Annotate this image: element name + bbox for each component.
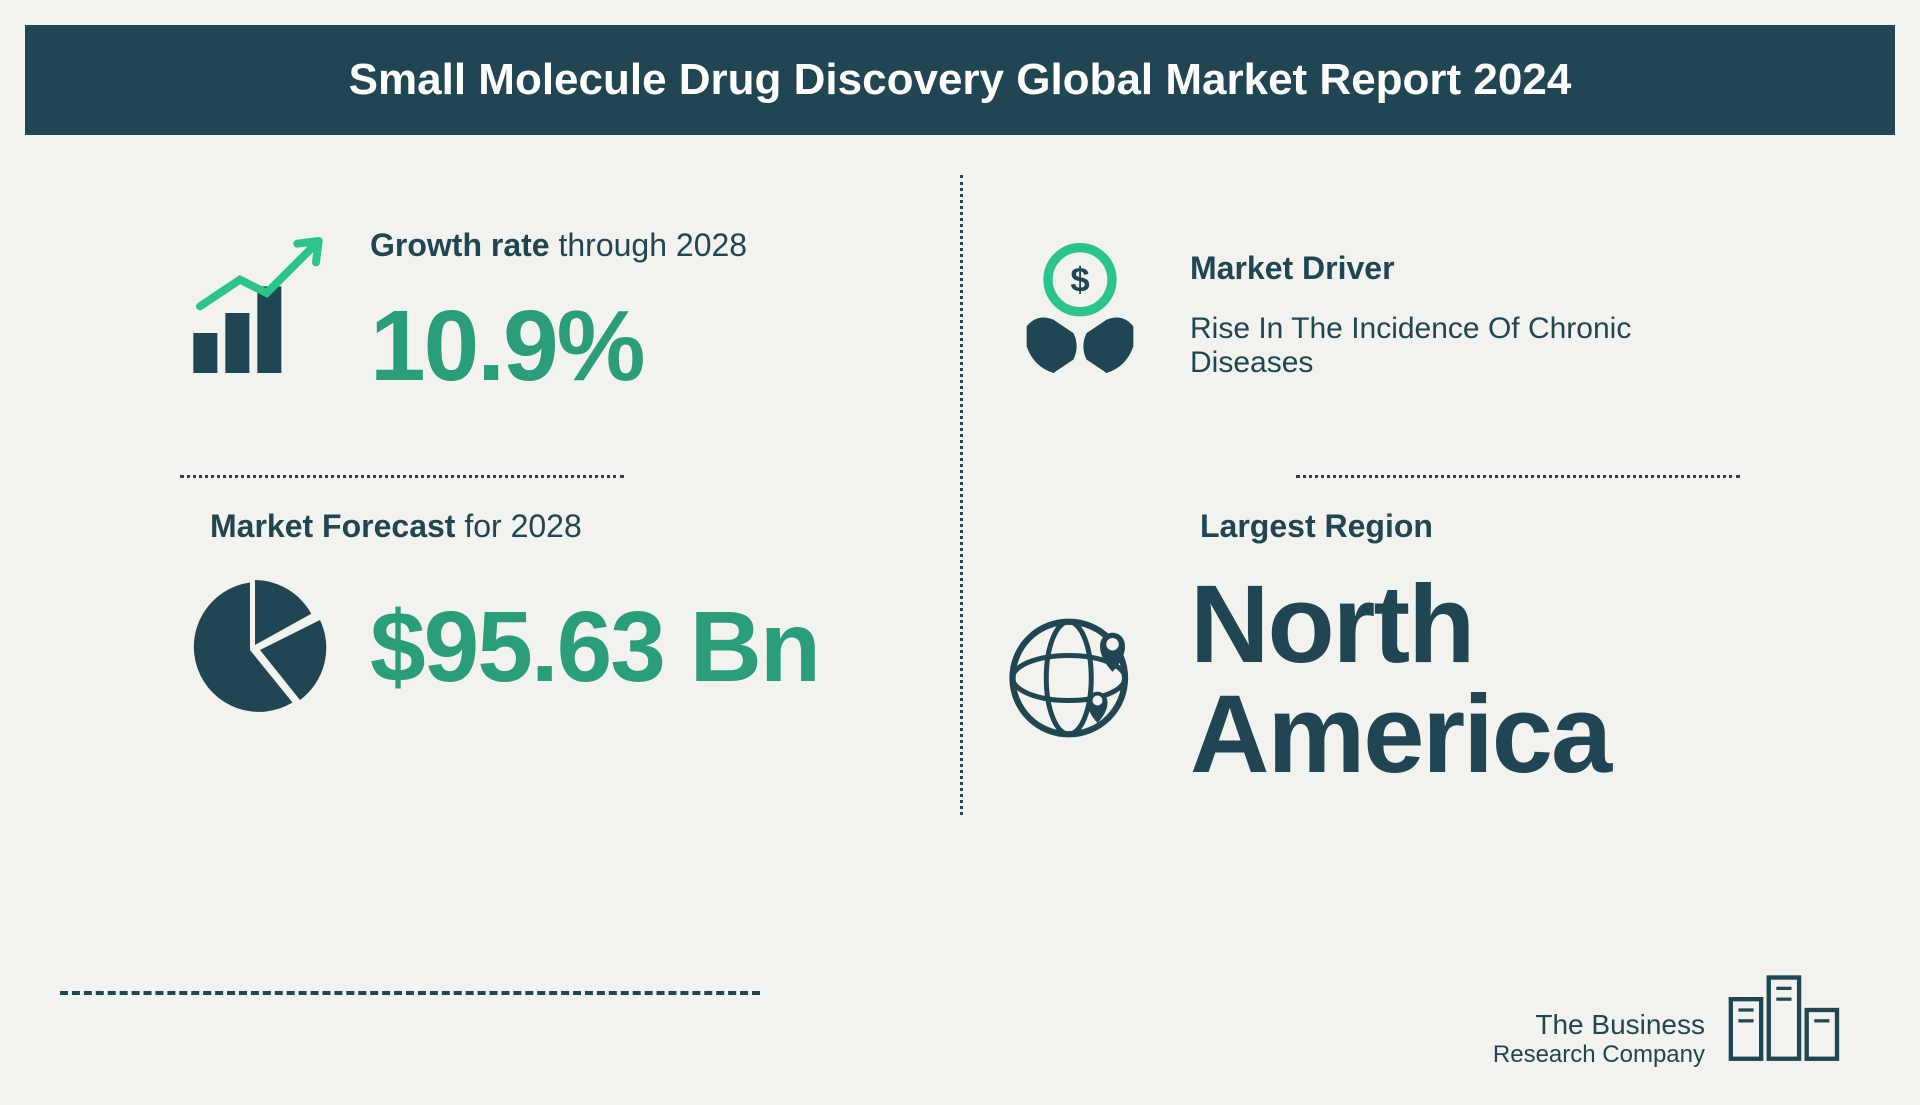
growth-chart-icon: [180, 233, 370, 398]
region-value-line2: America: [1190, 680, 1610, 790]
region-label: Largest Region: [1200, 508, 1740, 545]
globe-icon: [1000, 603, 1190, 758]
logo-line1: The Business: [1493, 1008, 1705, 1042]
hands-coin-icon: $: [1000, 233, 1190, 398]
forecast-value: $95.63 Bn: [370, 590, 819, 705]
growth-rate-label: Growth rate through 2028: [370, 227, 920, 264]
pie-chart-icon: [180, 570, 370, 725]
growth-rate-value: 10.9%: [370, 289, 920, 404]
driver-text: Rise In The Incidence Of Chronic Disease…: [1190, 312, 1740, 380]
left-column: Growth rate through 2028 10.9% Market Fo…: [140, 185, 960, 790]
dotted-divider: [1296, 475, 1740, 478]
svg-text:$: $: [1070, 261, 1089, 299]
report-title: Small Molecule Drug Discovery Global Mar…: [349, 55, 1572, 104]
market-forecast-block: Market Forecast for 2028 $95.63 Bn: [180, 508, 920, 725]
growth-rate-block: Growth rate through 2028 10.9%: [180, 185, 920, 445]
company-logo: The Business Research Company: [1493, 955, 1850, 1070]
bottom-dashed-line: [60, 991, 760, 995]
right-column: $ Market Driver Rise In The Incidence Of…: [960, 185, 1780, 790]
report-title-banner: Small Molecule Drug Discovery Global Mar…: [25, 25, 1895, 135]
region-value-line1: North: [1190, 570, 1610, 680]
vertical-divider: [960, 175, 963, 815]
infographic-grid: Growth rate through 2028 10.9% Market Fo…: [0, 135, 1920, 790]
dotted-divider: [180, 475, 624, 478]
market-driver-block: $ Market Driver Rise In The Incidence Of…: [1000, 185, 1740, 445]
buildings-icon: [1720, 955, 1850, 1070]
logo-line2: Research Company: [1493, 1041, 1705, 1070]
forecast-label: Market Forecast for 2028: [210, 508, 920, 545]
largest-region-block: Largest Region North America: [1000, 508, 1740, 790]
driver-label: Market Driver: [1190, 250, 1740, 287]
